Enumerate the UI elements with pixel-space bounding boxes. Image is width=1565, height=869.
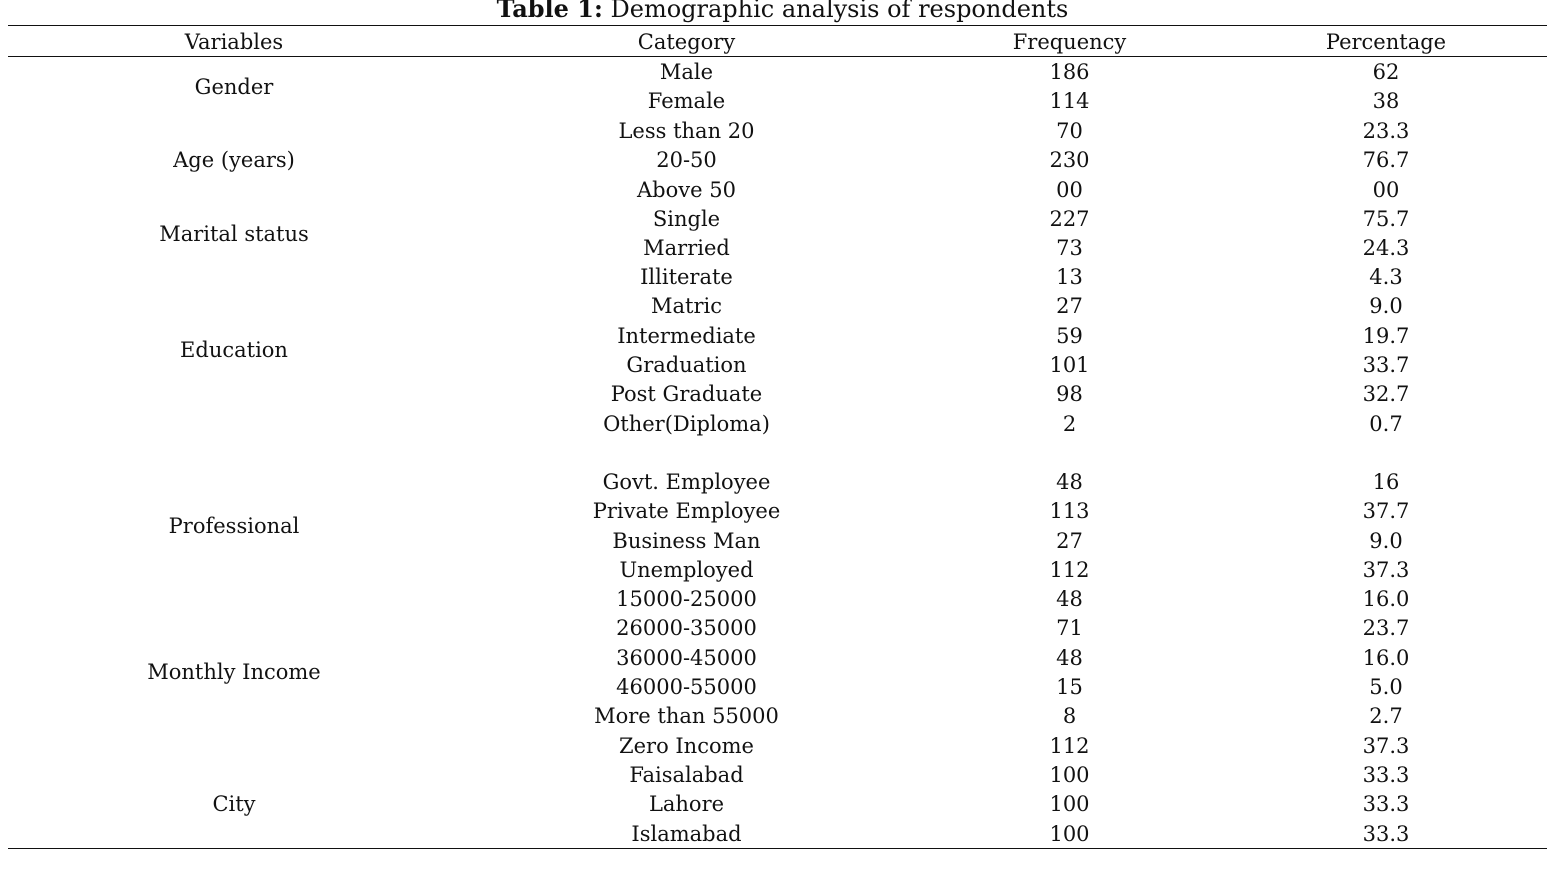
category-cell: Above 50 — [637, 177, 736, 202]
table-bottom-rule — [8, 848, 1547, 849]
variable-label: Gender — [194, 74, 274, 99]
frequency-cell: 112 — [1049, 733, 1090, 758]
header-frequency: Frequency — [1012, 30, 1127, 54]
category-cell: 20-50 — [656, 148, 717, 173]
percentage-cell: 23.3 — [1362, 119, 1410, 143]
frequency-cell: 48 — [1056, 587, 1083, 611]
frequency-cell: 230 — [1049, 148, 1090, 173]
frequency-cell: 71 — [1056, 616, 1083, 641]
frequency-cell: 100 — [1049, 763, 1090, 787]
category-cell: 15000-25000 — [616, 587, 757, 611]
percentage-cell: 33.3 — [1362, 792, 1410, 817]
percentage-cell: 38 — [1372, 89, 1400, 114]
category-cell: 46000-55000 — [616, 674, 757, 699]
frequency-cell: 27 — [1056, 528, 1083, 553]
frequency-cell: 73 — [1056, 236, 1083, 261]
category-cell: Other(Diploma) — [603, 411, 770, 436]
percentage-cell: 37.7 — [1362, 499, 1410, 524]
category-cell: 36000-45000 — [616, 645, 757, 670]
percentage-cell: 2.7 — [1369, 704, 1403, 729]
frequency-cell: 227 — [1049, 207, 1090, 231]
percentage-cell: 33.7 — [1362, 352, 1410, 377]
category-cell: Govt. Employee — [602, 470, 771, 494]
category-cell: 26000-35000 — [616, 616, 757, 641]
table-header-rule — [8, 56, 1547, 57]
table-caption-text: Demographic analysis of respondents — [610, 0, 1069, 23]
percentage-cell: 19.7 — [1362, 323, 1410, 348]
category-cell: Intermediate — [617, 323, 756, 348]
percentage-cell: 16 — [1372, 470, 1400, 494]
table-header-row: Variables Category Frequency Percentage — [0, 28, 1565, 56]
category-cell: Matric — [651, 294, 722, 319]
percentage-cell: 32.7 — [1362, 382, 1410, 407]
header-category: Category — [637, 30, 736, 54]
percentage-cell: 24.3 — [1362, 236, 1410, 261]
table-top-rule — [8, 25, 1547, 26]
frequency-cell: 113 — [1049, 499, 1090, 524]
percentage-cell: 62 — [1372, 60, 1400, 84]
category-cell: Islamabad — [631, 821, 742, 846]
category-cell: Married — [643, 236, 730, 261]
category-cell: Faisalabad — [629, 763, 744, 787]
percentage-cell: 37.3 — [1362, 557, 1410, 582]
frequency-cell: 00 — [1056, 177, 1083, 202]
percentage-cell: 33.3 — [1362, 763, 1410, 787]
percentage-cell: 16.0 — [1362, 645, 1410, 670]
percentage-cell: 0.7 — [1369, 411, 1403, 436]
frequency-cell: 100 — [1049, 792, 1090, 817]
frequency-cell: 101 — [1049, 352, 1090, 377]
table-caption: Table 1: Demographic analysis of respond… — [0, 0, 1565, 24]
frequency-cell: 2 — [1062, 411, 1077, 436]
frequency-cell: 98 — [1056, 382, 1083, 407]
frequency-cell: 100 — [1049, 821, 1090, 846]
category-cell: Business Man — [612, 528, 761, 553]
header-variables: Variables — [184, 30, 284, 54]
frequency-cell: 48 — [1056, 645, 1083, 670]
category-cell: Unemployed — [619, 557, 754, 582]
variable-label: Age (years) — [173, 148, 295, 173]
variable-label: Monthly Income — [147, 660, 321, 685]
variable-label: Professional — [168, 514, 300, 539]
percentage-cell: 4.3 — [1369, 265, 1403, 289]
category-cell: Female — [647, 89, 726, 114]
frequency-cell: 186 — [1049, 60, 1090, 84]
percentage-cell: 5.0 — [1369, 674, 1403, 699]
category-cell: Single — [652, 207, 721, 231]
percentage-cell: 33.3 — [1362, 821, 1410, 846]
category-cell: Male — [659, 60, 714, 84]
variable-label: City — [212, 792, 256, 817]
frequency-cell: 8 — [1062, 704, 1077, 729]
frequency-cell: 59 — [1056, 323, 1083, 348]
category-cell: Graduation — [626, 352, 747, 377]
category-cell: Post Graduate — [610, 382, 763, 407]
variable-label: Education — [180, 338, 288, 363]
percentage-cell: 00 — [1372, 177, 1400, 202]
frequency-cell: 70 — [1056, 119, 1083, 143]
category-cell: Lahore — [648, 792, 725, 817]
category-cell: More than 55000 — [594, 704, 779, 729]
frequency-cell: 13 — [1056, 265, 1083, 289]
variable-label: Marital status — [159, 221, 309, 246]
percentage-cell: 9.0 — [1369, 528, 1403, 553]
percentage-cell: 37.3 — [1362, 733, 1410, 758]
category-cell: Illiterate — [640, 265, 733, 289]
category-cell: Less than 20 — [618, 119, 755, 143]
percentage-cell: 16.0 — [1362, 587, 1410, 611]
percentage-cell: 75.7 — [1362, 207, 1410, 231]
frequency-cell: 15 — [1056, 674, 1083, 699]
frequency-cell: 48 — [1056, 470, 1083, 494]
frequency-cell: 112 — [1049, 557, 1090, 582]
frequency-cell: 114 — [1049, 89, 1090, 114]
table-caption-label: Table 1: — [496, 0, 603, 23]
category-cell: Private Employee — [592, 499, 781, 524]
frequency-cell: 27 — [1056, 294, 1083, 319]
percentage-cell: 23.7 — [1362, 616, 1410, 641]
percentage-cell: 76.7 — [1362, 148, 1410, 173]
category-cell: Zero Income — [619, 733, 754, 758]
percentage-cell: 9.0 — [1369, 294, 1403, 319]
header-percentage: Percentage — [1325, 30, 1447, 54]
